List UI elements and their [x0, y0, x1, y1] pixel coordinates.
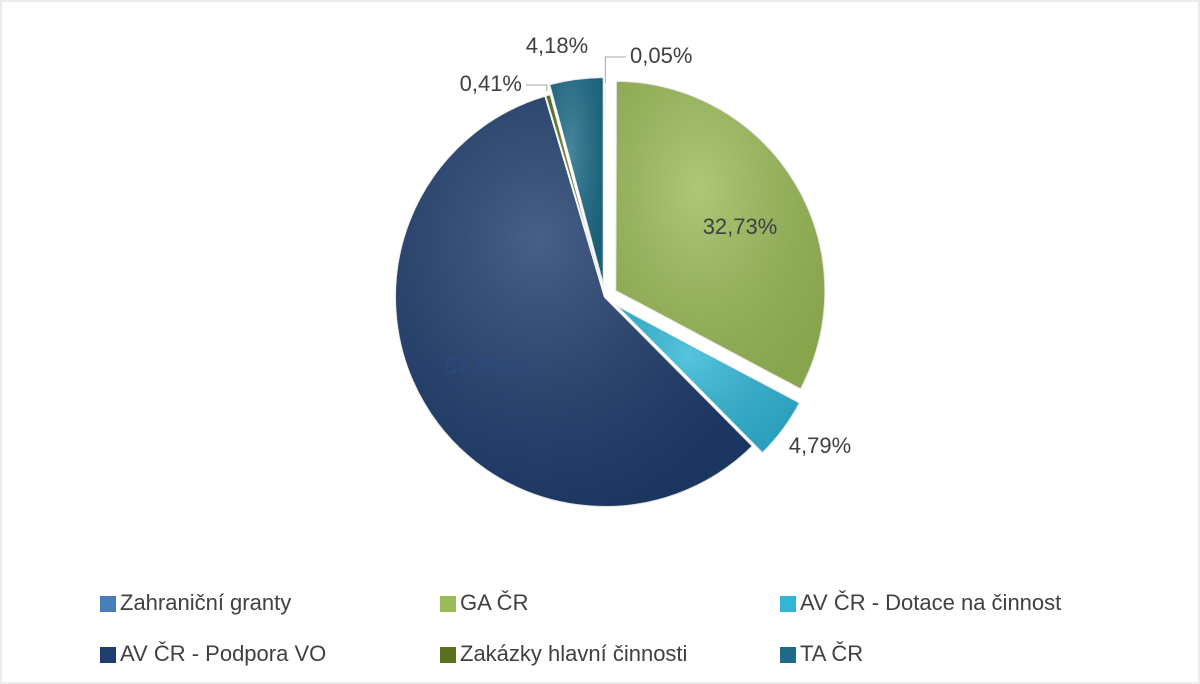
legend-label: TA ČR	[800, 641, 863, 666]
legend-swatch	[100, 596, 116, 612]
leader-line	[526, 84, 548, 92]
legend-label: AV ČR - Dotace na činnost	[800, 590, 1061, 615]
data-label: 0,41%	[460, 71, 522, 96]
legend-label: Zahraniční granty	[120, 590, 291, 615]
legend-label: Zakázky hlavní činnosti	[460, 641, 687, 666]
data-label: 4,18%	[526, 33, 588, 58]
data-label: 4,79%	[789, 433, 851, 458]
data-label: 32,73%	[703, 214, 778, 239]
legend-swatch	[100, 647, 116, 663]
legend-label: GA ČR	[460, 590, 528, 615]
legend-swatch	[440, 647, 456, 663]
legend-label: AV ČR - Podpora VO	[120, 641, 326, 666]
pie-slice	[604, 85, 607, 298]
data-label: 57,85%	[445, 354, 520, 379]
legend-swatch	[440, 596, 456, 612]
leader-line	[604, 56, 626, 84]
legend-swatch	[780, 596, 796, 612]
legend-swatch	[780, 647, 796, 663]
data-label: 0,05%	[630, 43, 692, 68]
